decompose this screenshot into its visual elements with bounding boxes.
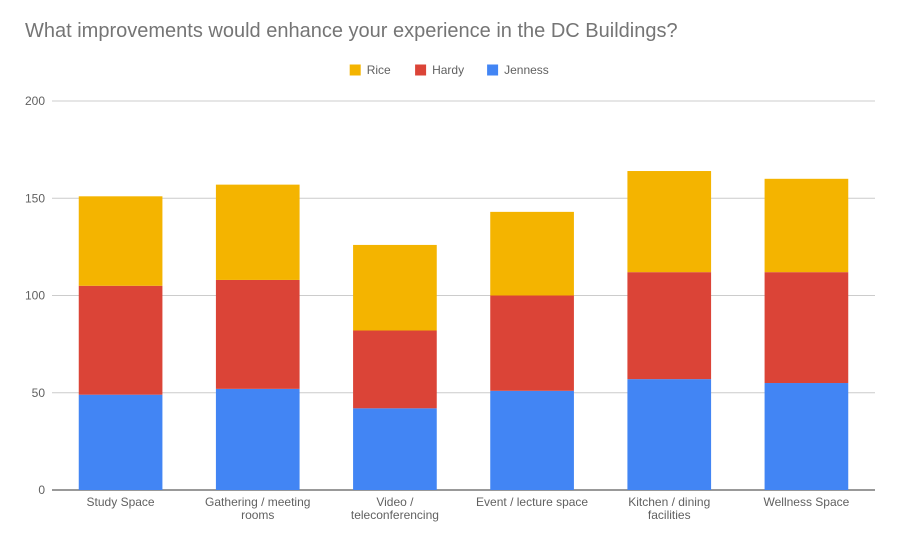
bar-hardy xyxy=(490,295,574,391)
x-tick-label: Kitchen / dining xyxy=(628,495,710,509)
x-tick-label: Wellness Space xyxy=(764,495,850,509)
bar-jenness xyxy=(490,390,574,490)
legend-swatch-jenness xyxy=(487,64,499,76)
y-tick-label: 150 xyxy=(25,191,45,205)
legend-label-hardy: Hardy xyxy=(432,63,464,77)
y-tick-label: 100 xyxy=(25,289,45,303)
bar-rice xyxy=(490,211,574,296)
y-tick-label: 50 xyxy=(32,386,46,400)
bar-rice xyxy=(627,171,712,273)
bar-hardy xyxy=(78,285,163,395)
bar-hardy xyxy=(627,272,712,380)
bar-jenness xyxy=(215,388,300,490)
legend-label-rice: Rice xyxy=(367,63,391,77)
bar-hardy xyxy=(764,272,849,384)
legend-swatch-hardy xyxy=(415,64,427,76)
x-tick-label: facilities xyxy=(648,508,691,522)
x-tick-label: Video / xyxy=(376,495,414,509)
x-tick-label: Study Space xyxy=(87,495,155,509)
x-tick-label: rooms xyxy=(241,508,274,522)
bar-hardy xyxy=(353,330,437,409)
x-tick-label: teleconferencing xyxy=(351,508,439,522)
y-tick-label: 0 xyxy=(38,483,45,497)
legend-swatch-rice xyxy=(349,64,361,76)
bar-jenness xyxy=(353,408,437,490)
bar-rice xyxy=(78,196,163,286)
bar-rice xyxy=(764,178,849,273)
y-tick-label: 200 xyxy=(25,94,45,108)
legend-label-jenness: Jenness xyxy=(504,63,549,77)
x-tick-label: Event / lecture space xyxy=(476,495,588,509)
x-tick-label: Gathering / meeting xyxy=(205,495,310,509)
chart-title: What improvements would enhance your exp… xyxy=(25,20,678,42)
bar-jenness xyxy=(78,394,163,490)
bar-rice xyxy=(215,184,300,280)
bar-rice xyxy=(353,244,437,331)
bar-jenness xyxy=(627,379,712,490)
bar-jenness xyxy=(764,383,849,490)
bar-hardy xyxy=(215,279,300,389)
